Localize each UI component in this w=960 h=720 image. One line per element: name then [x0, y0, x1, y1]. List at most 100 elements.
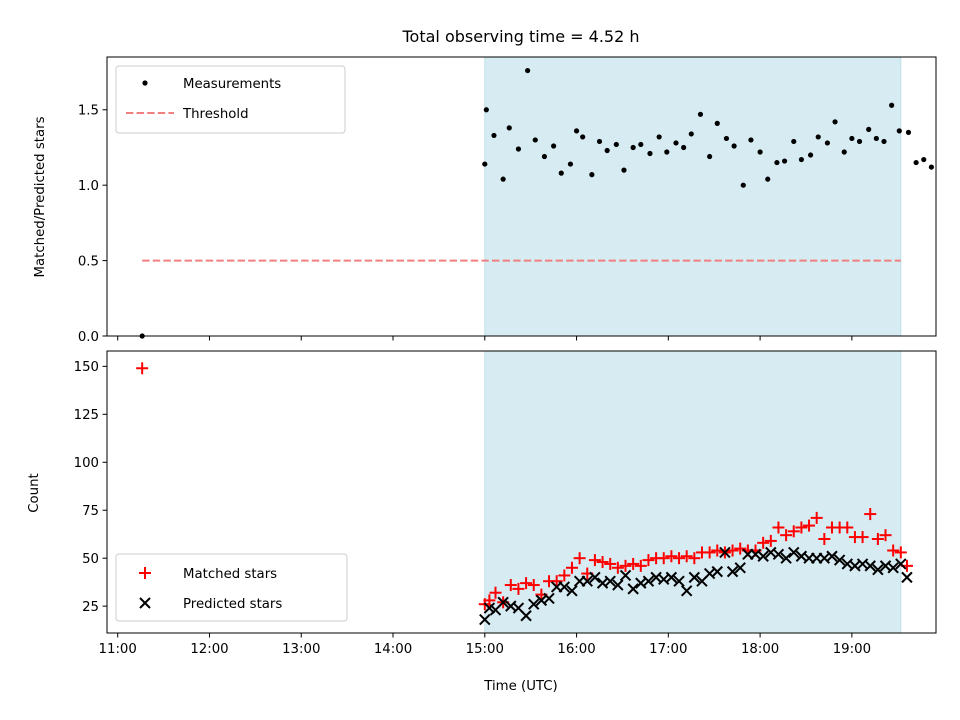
predicted-star-marker-stroke [581, 575, 593, 587]
matched-star-marker [772, 521, 785, 534]
top-axes-frame [106, 56, 937, 337]
measurement-point [748, 137, 754, 143]
predicted-star-marker-stroke [757, 550, 769, 562]
matched-star-marker [887, 544, 900, 557]
predicted-star-marker [680, 585, 693, 597]
measurement-point [630, 144, 636, 151]
bottom-legend: Matched stars Predicted stars [115, 553, 348, 622]
measurement-point [688, 131, 694, 137]
predicted-star-marker [688, 571, 701, 584]
matched-star-marker [558, 569, 571, 582]
predicted-star-marker [711, 565, 723, 578]
top-x-ticks [117, 336, 853, 341]
matched-star-marker [894, 546, 907, 559]
predicted-star-marker [528, 598, 540, 610]
predicted-star-marker [757, 550, 769, 562]
measurement-point [731, 143, 737, 149]
measurement-point [483, 107, 489, 113]
measurement-point [491, 132, 497, 139]
matched-star-marker [642, 554, 655, 567]
predicted-star-marker-stroke [901, 571, 913, 584]
predicted-star-marker-stroke [895, 558, 907, 570]
measurement-point [757, 149, 763, 155]
legend-predicted-label: Predicted stars [183, 597, 282, 612]
matched-star-marker [634, 559, 647, 572]
top-observing-window [484, 56, 902, 337]
legend-measurements-marker [142, 80, 148, 86]
measurement-point [638, 141, 644, 148]
measurement-point [482, 161, 488, 167]
measurement-point [681, 144, 687, 151]
predicted-star-marker-stroke [818, 552, 831, 564]
measurement-point [656, 134, 662, 140]
predicted-star-marker-stroke [887, 562, 899, 574]
predicted-star-marker-stroke [612, 579, 624, 591]
top-y-axis-label: Matched/Predicted stars [33, 116, 48, 277]
x-tick-label: 16:00 [557, 642, 595, 657]
bottom-observing-window [484, 350, 902, 634]
bottom-y-tick-label: 50 [82, 552, 99, 567]
predicted-star-marker-stroke [872, 563, 884, 576]
predicted-star-marker-stroke [864, 560, 876, 572]
measurement-point [774, 159, 780, 166]
measurement-point [589, 172, 595, 178]
top-panel: 0.0 0.5 1.0 1.5 Matched/Predicted stars Mea… [33, 56, 937, 345]
predicted-star-marker [612, 579, 624, 591]
predicted-star-marker-stroke [642, 575, 655, 587]
matched-star-marker [527, 579, 540, 592]
top-measurement-points [139, 67, 935, 339]
predicted-star-marker [901, 571, 913, 584]
predicted-star-marker [479, 613, 491, 626]
bottom-x-ticks: 11:00 12:00 13:00 14:00 15:00 16:00 17:00 18:00… [99, 633, 871, 657]
predicted-star-marker-stroke [688, 571, 701, 584]
measurement-point [781, 158, 788, 164]
predicted-star-marker [604, 575, 616, 587]
x-tick-label: 12:00 [190, 642, 228, 657]
measurement-point [866, 126, 872, 132]
predicted-star-marker-stroke [558, 581, 571, 593]
predicted-star-marker [780, 552, 792, 564]
predicted-star-marker-stroke [673, 575, 685, 587]
measurement-point [506, 125, 512, 131]
predicted-star-marker [833, 554, 846, 566]
measurement-point [913, 159, 919, 166]
top-legend: Measurements Threshold [115, 65, 346, 134]
x-tick-label: 13:00 [282, 642, 320, 657]
measurement-point [849, 135, 855, 142]
predicted-star-marker-stroke [772, 548, 785, 561]
measurement-point [807, 152, 814, 158]
legend-threshold-label: Threshold [182, 107, 249, 122]
measurement-point [541, 153, 548, 160]
measurement-point [567, 161, 574, 167]
bottom-y-axis-label: Count [27, 473, 42, 513]
predicted-star-marker-stroke [780, 552, 792, 564]
predicted-star-marker [566, 585, 578, 597]
bottom-y-tick-label: 150 [74, 360, 99, 375]
matched-star-marker [757, 536, 770, 549]
measurement-point [856, 138, 863, 145]
predicted-star-marker [788, 546, 800, 559]
matched-star-marker [604, 557, 617, 570]
matched-star-marker [673, 552, 686, 565]
bottom-legend-frame [115, 553, 348, 622]
measurement-point [525, 67, 531, 74]
predicted-star-marker [872, 563, 884, 576]
matched-star-marker [573, 552, 586, 565]
matched-star-marker [680, 550, 693, 563]
measurement-point [723, 135, 730, 142]
predicted-star-marker-stroke [604, 575, 616, 587]
predicted-star-marker-stroke [483, 602, 496, 614]
bottom-y-tick-label: 125 [74, 408, 99, 423]
measurement-point [928, 164, 935, 170]
legend-matched-label: Matched stars [183, 567, 277, 582]
matched-star-marker [711, 544, 724, 557]
measurement-point [573, 128, 580, 134]
predicted-star-marker [734, 562, 746, 574]
matched-star-marker [512, 582, 525, 595]
predicted-star-marker [895, 558, 907, 570]
predicted-star-marker [864, 560, 876, 572]
bottom-y-tick-label: 100 [74, 456, 99, 471]
matched-star-marker [864, 508, 877, 521]
measurement-point [881, 138, 887, 145]
